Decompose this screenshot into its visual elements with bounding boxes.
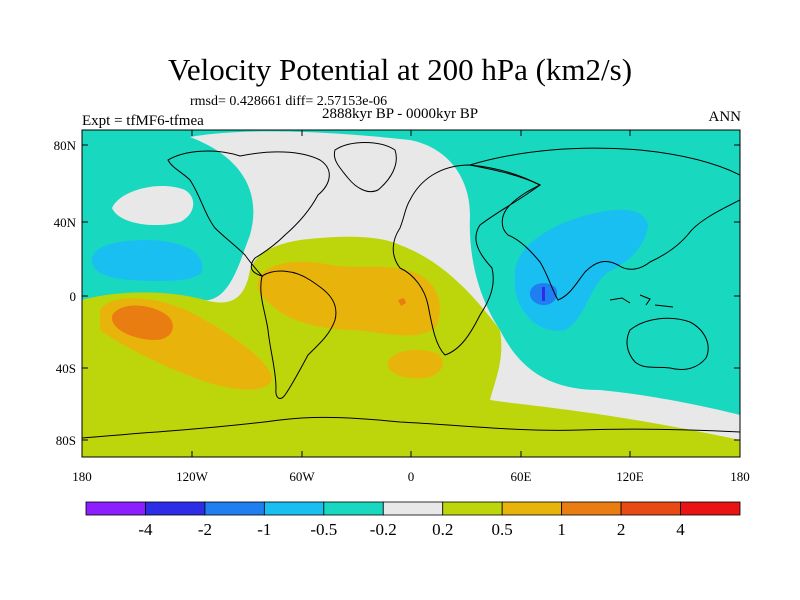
- y-tick-label: 0: [70, 289, 77, 304]
- coast-greenland: [333, 142, 397, 193]
- neutral-blob-north-pacific: [112, 186, 194, 226]
- chart-title: Velocity Potential at 200 hPa (km2/s): [167, 52, 633, 87]
- stats-label: rmsd= 0.428661 diff= 2.57153e-06: [190, 94, 388, 109]
- positive-core-south-atlantic: [387, 349, 443, 379]
- colorbar-swatch: [145, 501, 206, 516]
- colorbar-label: 0.2: [432, 520, 453, 539]
- coast-maritime-continent: [609, 294, 674, 308]
- positive-spot-atlantic: [398, 298, 406, 306]
- coast-europe-africa: [392, 164, 541, 356]
- colorbar-label: 2: [617, 520, 626, 539]
- positive-core-south-america: [257, 261, 440, 336]
- x-tick-label: 60W: [289, 469, 315, 484]
- colorbar-swatch: [323, 501, 384, 516]
- x-tick-label: 180: [730, 469, 750, 484]
- colorbar-swatch: [620, 501, 681, 516]
- coast-south-america: [260, 270, 337, 399]
- colorbar-label: 0.5: [492, 520, 513, 539]
- coastlines: [82, 142, 740, 439]
- colorbar-label: -4: [138, 520, 153, 539]
- colorbar-label: 1: [557, 520, 566, 539]
- colorbar-swatch: [680, 501, 741, 516]
- experiment-label: Expt = tfMF6-tfmea: [82, 113, 204, 129]
- coast-antarctica: [82, 416, 740, 439]
- x-tick-label: 120W: [176, 469, 209, 484]
- colorbar: -4 -2 -1 -0.5 -0.2 0.2 0.5 1 2 4: [85, 501, 741, 539]
- x-tick-label: 0: [408, 469, 415, 484]
- y-tick-label: 80N: [54, 138, 77, 153]
- period-label: 2888kyr BP - 0000kyr BP: [322, 106, 479, 122]
- colorbar-swatch: [442, 501, 503, 516]
- y-tick-label: 40S: [56, 361, 76, 376]
- colorbar-label: -1: [257, 520, 271, 539]
- colorbar-swatch: [263, 501, 325, 516]
- y-axis: 80N 40N 0 40S 80S: [54, 138, 740, 448]
- x-axis: 180 120W 60W 0 60E 120E 180: [72, 130, 750, 484]
- colorbar-swatch: [204, 501, 265, 516]
- colorbar-label: -2: [198, 520, 212, 539]
- coast-australia: [626, 317, 709, 371]
- contour-field: [82, 130, 740, 457]
- x-tick-label: 60E: [511, 469, 532, 484]
- colorbar-swatch: [85, 501, 146, 516]
- x-tick-label: 180: [72, 469, 92, 484]
- colorbar-swatch: [382, 501, 444, 516]
- colorbar-label: -0.2: [370, 520, 397, 539]
- colorbar-label: -0.5: [310, 520, 337, 539]
- x-tick-label: 120E: [616, 469, 644, 484]
- colorbar-swatch: [501, 501, 563, 516]
- coast-asia: [469, 147, 740, 301]
- coast-north-america: [167, 150, 330, 277]
- negative-core-east-pacific: [91, 240, 203, 282]
- y-tick-label: 40N: [54, 215, 77, 230]
- positive-max-south-pacific: [111, 305, 173, 340]
- negative-min-dot: [542, 287, 545, 301]
- y-tick-label: 80S: [56, 433, 76, 448]
- positive-region-south-pacific-atlantic: [82, 236, 740, 457]
- colorbar-swatch: [561, 501, 622, 516]
- season-label: ANN: [708, 109, 742, 125]
- colorbar-label: 4: [676, 520, 685, 539]
